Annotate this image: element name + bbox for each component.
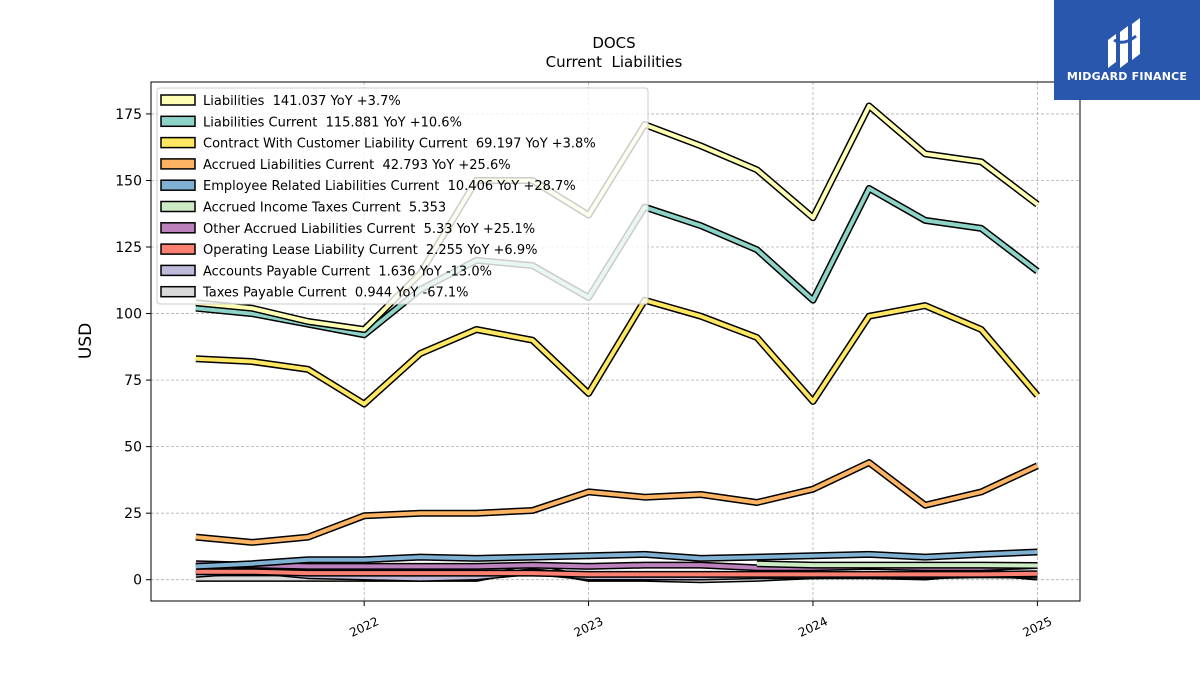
legend-label: Liabilities Current 115.881 YoY +10.6% <box>203 115 462 130</box>
legend-item: Liabilities 141.037 YoY +3.7% <box>160 94 401 109</box>
series-accrued-income-taxes-current <box>756 560 1038 569</box>
series-line <box>195 550 1038 569</box>
legend-item: Contract With Customer Liability Current… <box>160 136 596 152</box>
legend-swatch <box>160 285 196 298</box>
x-tick-label: 2025 <box>1021 614 1055 640</box>
y-tick-label: 50 <box>124 440 142 456</box>
series-layer <box>195 102 1041 584</box>
legend-label: Taxes Payable Current 0.944 YoY -67.1% <box>202 286 469 301</box>
x-tick-label: 2023 <box>572 614 606 640</box>
legend: Liabilities 141.037 YoY +3.7% Liabilities… <box>156 87 649 305</box>
legend-swatch <box>160 200 196 213</box>
x-axis: 2022 2023 2024 2025 <box>347 601 1054 640</box>
series-line <box>195 298 1039 406</box>
x-tick-label: 2022 <box>347 614 381 640</box>
legend-swatch <box>160 179 196 191</box>
legend-item: Employee Related Liabilities Current 10.… <box>160 179 576 194</box>
legend-swatch <box>160 222 196 234</box>
y-tick-label: 175 <box>115 107 142 123</box>
series-employee-related-liabilities-current <box>195 548 1038 570</box>
legend-item: Accrued Liabilities Current 42.793 YoY +… <box>160 158 511 173</box>
legend-swatch <box>160 115 196 128</box>
chart-subtitle: Current Liabilities <box>546 53 683 71</box>
brand-logo: MIDGARD FINANCE <box>1054 0 1200 100</box>
legend-label: Accrued Liabilities Current 42.793 YoY +… <box>203 158 511 173</box>
legend-swatch <box>160 94 196 106</box>
x-tick-label: 2024 <box>796 614 830 640</box>
legend-item: Taxes Payable Current 0.944 YoY -67.1% <box>160 285 469 301</box>
legend-swatch <box>160 264 196 277</box>
y-axis-label: USD <box>76 323 96 359</box>
y-tick-label: 25 <box>124 506 142 522</box>
y-tick-label: 75 <box>124 373 142 389</box>
series-line <box>756 561 1038 568</box>
y-tick-label: 100 <box>115 307 142 323</box>
series-line <box>195 569 1038 577</box>
y-tick-label: 150 <box>115 173 142 189</box>
legend-label: Employee Related Liabilities Current 10.… <box>203 179 576 194</box>
legend-label: Accrued Income Taxes Current 5.353 <box>203 201 446 216</box>
legend-swatch <box>160 158 196 170</box>
series-operating-lease-liability-current <box>195 568 1038 578</box>
legend-item: Other Accrued Liabilities Current 5.33 Y… <box>160 222 535 237</box>
legend-box <box>156 87 649 305</box>
legend-label: Operating Lease Liability Current 2.255 … <box>203 243 537 258</box>
legend-swatch <box>160 136 196 149</box>
logo-text: MIDGARD FINANCE <box>1066 70 1188 83</box>
legend-item: Accounts Payable Current 1.636 YoY -13.0… <box>160 264 492 279</box>
legend-item: Liabilities Current 115.881 YoY +10.6% <box>160 115 462 130</box>
series-accrued-liabilities-current <box>195 459 1039 546</box>
series-outline <box>195 296 1041 408</box>
y-tick-label: 125 <box>115 240 142 256</box>
legend-label: Other Accrued Liabilities Current 5.33 Y… <box>203 222 535 237</box>
legend-swatch <box>160 243 196 255</box>
series-line <box>195 460 1039 545</box>
plot-frame <box>150 81 1081 602</box>
series-contract-with-customer-liability-current <box>195 296 1041 408</box>
legend-label: Contract With Customer Liability Current… <box>203 137 596 152</box>
logo-mark-icon <box>1108 18 1140 68</box>
legend-label: Accounts Payable Current 1.636 YoY -13.0… <box>203 264 492 279</box>
legend-item: Operating Lease Liability Current 2.255 … <box>160 243 537 258</box>
chart-title: DOCS <box>592 34 635 52</box>
legend-label: Liabilities 141.037 YoY +3.7% <box>203 94 401 109</box>
legend-item: Accrued Income Taxes Current 5.353 <box>160 200 446 216</box>
y-tick-label: 0 <box>133 573 142 589</box>
y-axis: 0 25 50 75 100 125 150 175 <box>115 107 151 589</box>
